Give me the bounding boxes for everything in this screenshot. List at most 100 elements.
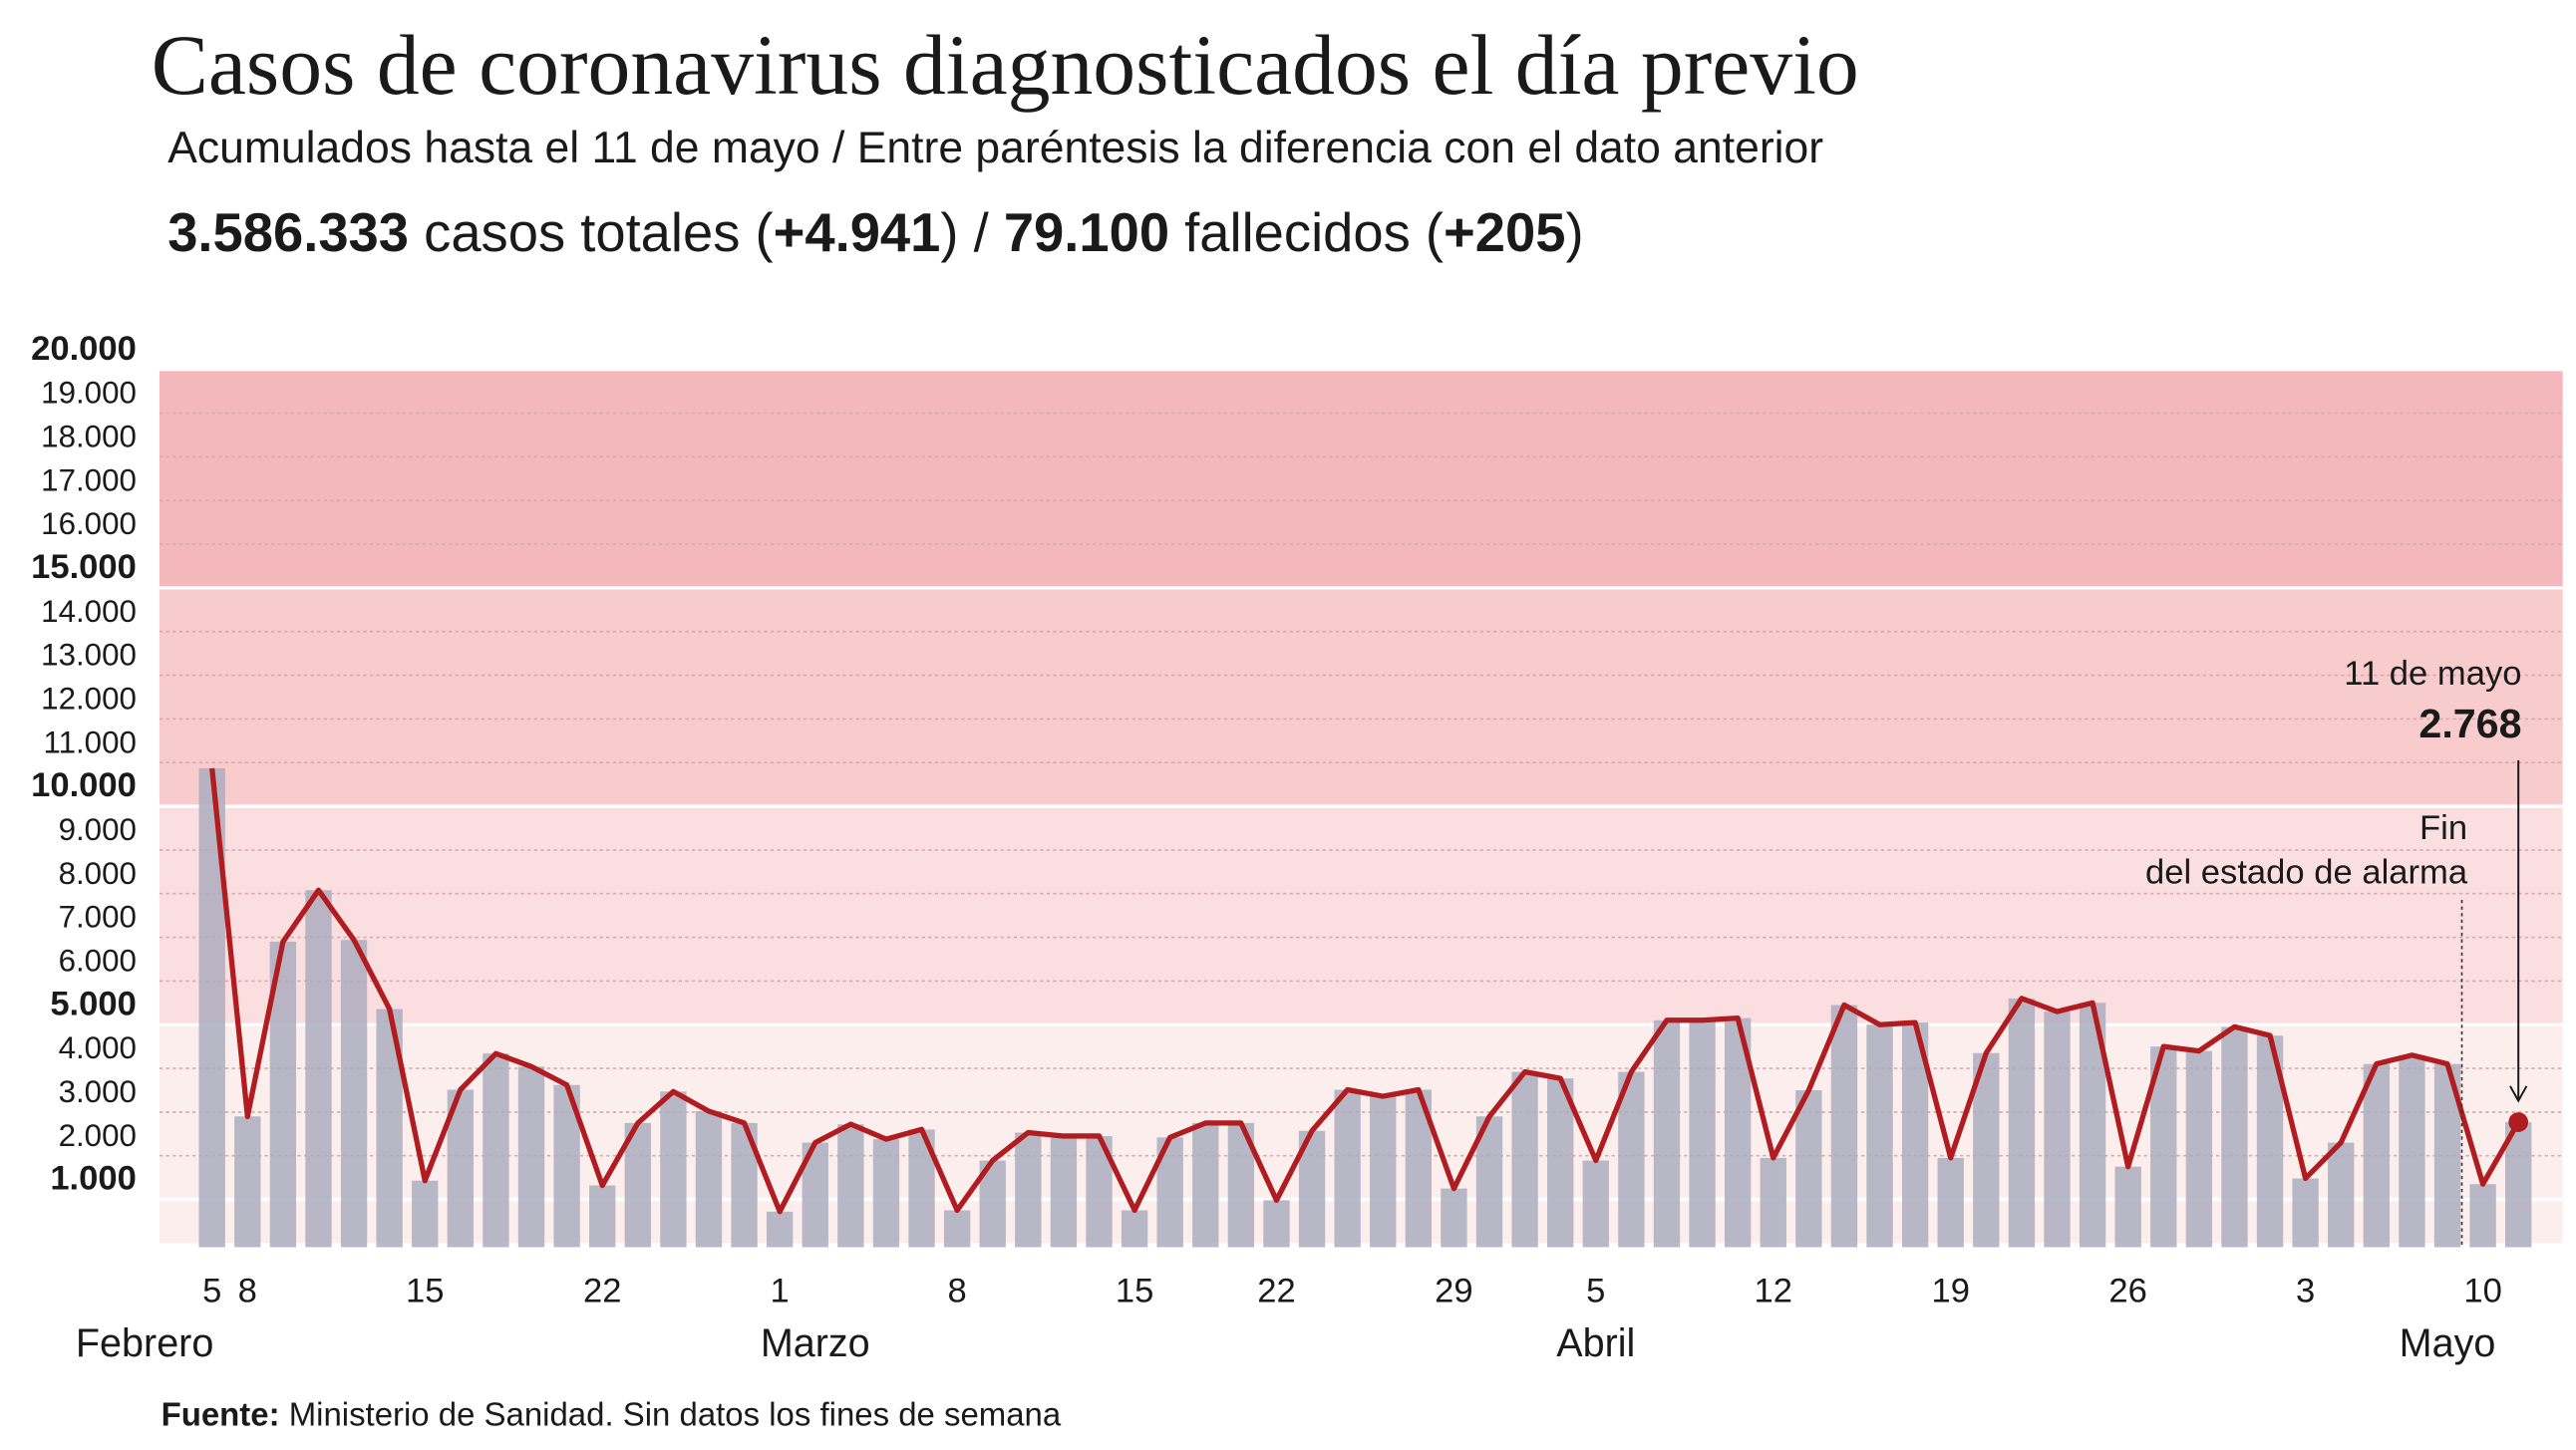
y-tick-label: 4.000	[59, 1030, 137, 1065]
month-label: Marzo	[761, 1321, 870, 1365]
x-tick-label: 1	[771, 1273, 790, 1310]
bar	[2505, 1122, 2532, 1249]
chart-subtitle: Acumulados hasta el 11 de mayo / Entre p…	[167, 124, 1823, 172]
y-tick-label: 11.000	[43, 725, 136, 759]
bar	[2008, 998, 2036, 1249]
event-label: Fin	[2419, 809, 2467, 847]
source-part: Ministerio de Sanidad. Sin datos los fin…	[280, 1395, 1062, 1432]
bar	[943, 1210, 971, 1249]
bar	[1511, 1071, 1538, 1249]
bar	[1263, 1200, 1290, 1249]
y-tick-label: 5.000	[50, 985, 137, 1022]
x-tick-label: 22	[583, 1273, 621, 1310]
summary-part: 79.100	[1004, 202, 1169, 263]
y-tick-label: 3.000	[59, 1074, 137, 1109]
y-tick-label: 15.000	[31, 548, 137, 586]
x-tick-label: 8	[238, 1273, 257, 1310]
bar	[2363, 1063, 2391, 1249]
bar	[2044, 1012, 2071, 1249]
month-label: Abril	[1556, 1321, 1635, 1365]
y-tick-label: 12.000	[41, 682, 137, 717]
month-label: Mayo	[2400, 1321, 2496, 1365]
bar	[2185, 1050, 2213, 1249]
arrow-head	[2509, 1085, 2528, 1103]
y-tick-label: 13.000	[41, 638, 137, 673]
bar	[1441, 1188, 1467, 1249]
band	[159, 369, 2563, 588]
highlight-label: 11 de mayo	[2344, 655, 2521, 693]
bar	[1830, 1005, 1858, 1249]
y-tick-label: 6.000	[59, 944, 137, 979]
bar	[1866, 1024, 1893, 1249]
summary: 3.586.333 casos totales (+4.941) / 79.10…	[167, 202, 1583, 263]
y-tick-label: 1.000	[50, 1160, 137, 1198]
source: Fuente: Ministerio de Sanidad. Sin datos…	[161, 1395, 1062, 1432]
bar	[2469, 1184, 2496, 1249]
bar	[1653, 1019, 1681, 1249]
y-tick-label: 7.000	[59, 900, 137, 935]
x-tick-label: 15	[406, 1273, 444, 1310]
bar	[1582, 1160, 1609, 1249]
bar	[766, 1211, 794, 1249]
x-tick-label: 12	[1755, 1273, 1792, 1310]
summary-part: fallecidos (	[1169, 202, 1444, 263]
bar	[1795, 1089, 1822, 1249]
bar	[2328, 1142, 2355, 1249]
bar	[340, 940, 368, 1249]
x-tick-label: 10	[2463, 1273, 2501, 1310]
y-tick-label: 19.000	[41, 376, 137, 411]
band	[159, 806, 2563, 1025]
bar	[1689, 1019, 1716, 1249]
bar	[1192, 1122, 1219, 1249]
summary-part: casos totales (	[409, 202, 774, 263]
value-label: 2.768	[2418, 701, 2521, 746]
bar	[1015, 1132, 1042, 1249]
x-tick-label: 19	[1931, 1273, 1969, 1310]
x-tick-label: 29	[1435, 1273, 1472, 1310]
band	[159, 587, 2563, 807]
bar	[1618, 1071, 1645, 1249]
bar	[695, 1111, 723, 1249]
bar	[624, 1122, 651, 1249]
bar	[589, 1185, 616, 1249]
x-tick-label: 8	[948, 1273, 967, 1310]
y-tick-label: 9.000	[59, 812, 137, 847]
summary-part: +205	[1444, 202, 1565, 263]
bar	[517, 1066, 545, 1249]
x-tick-label: 15	[1116, 1273, 1153, 1310]
summary-part: )	[1565, 202, 1583, 263]
bar	[660, 1091, 687, 1249]
bar	[837, 1124, 864, 1249]
y-tick-label: 17.000	[41, 462, 137, 497]
y-tick-label: 8.000	[59, 856, 137, 891]
bar	[872, 1139, 900, 1249]
bar	[1050, 1135, 1078, 1249]
bar	[483, 1053, 509, 1249]
bar	[1121, 1210, 1148, 1249]
y-tick-label: 16.000	[41, 506, 137, 541]
summary-part: ) /	[940, 202, 1003, 263]
bar	[1760, 1157, 1786, 1249]
x-tick-label: 26	[2108, 1273, 2146, 1310]
source-part: Fuente:	[161, 1395, 280, 1432]
bar	[1334, 1089, 1361, 1249]
y-tick-label: 14.000	[41, 594, 137, 629]
chart-title: Casos de coronavirus diagnosticados el d…	[152, 18, 1859, 113]
bar	[1547, 1078, 1574, 1249]
plot-area	[159, 368, 2563, 1249]
x-tick-label: 3	[2296, 1273, 2315, 1310]
bar	[1937, 1157, 1964, 1249]
bar	[412, 1180, 439, 1249]
bar	[2221, 1026, 2248, 1249]
y-tick-label: 18.000	[41, 420, 137, 454]
event-label: del estado de alarma	[2145, 854, 2468, 892]
bar	[305, 890, 332, 1249]
bar	[2292, 1178, 2319, 1249]
bar	[2114, 1166, 2141, 1249]
x-tick-label: 5	[1586, 1273, 1605, 1310]
y-tick-label: 10.000	[31, 766, 137, 804]
highlight-dot	[2508, 1112, 2529, 1132]
x-tick-label: 22	[1257, 1273, 1295, 1310]
